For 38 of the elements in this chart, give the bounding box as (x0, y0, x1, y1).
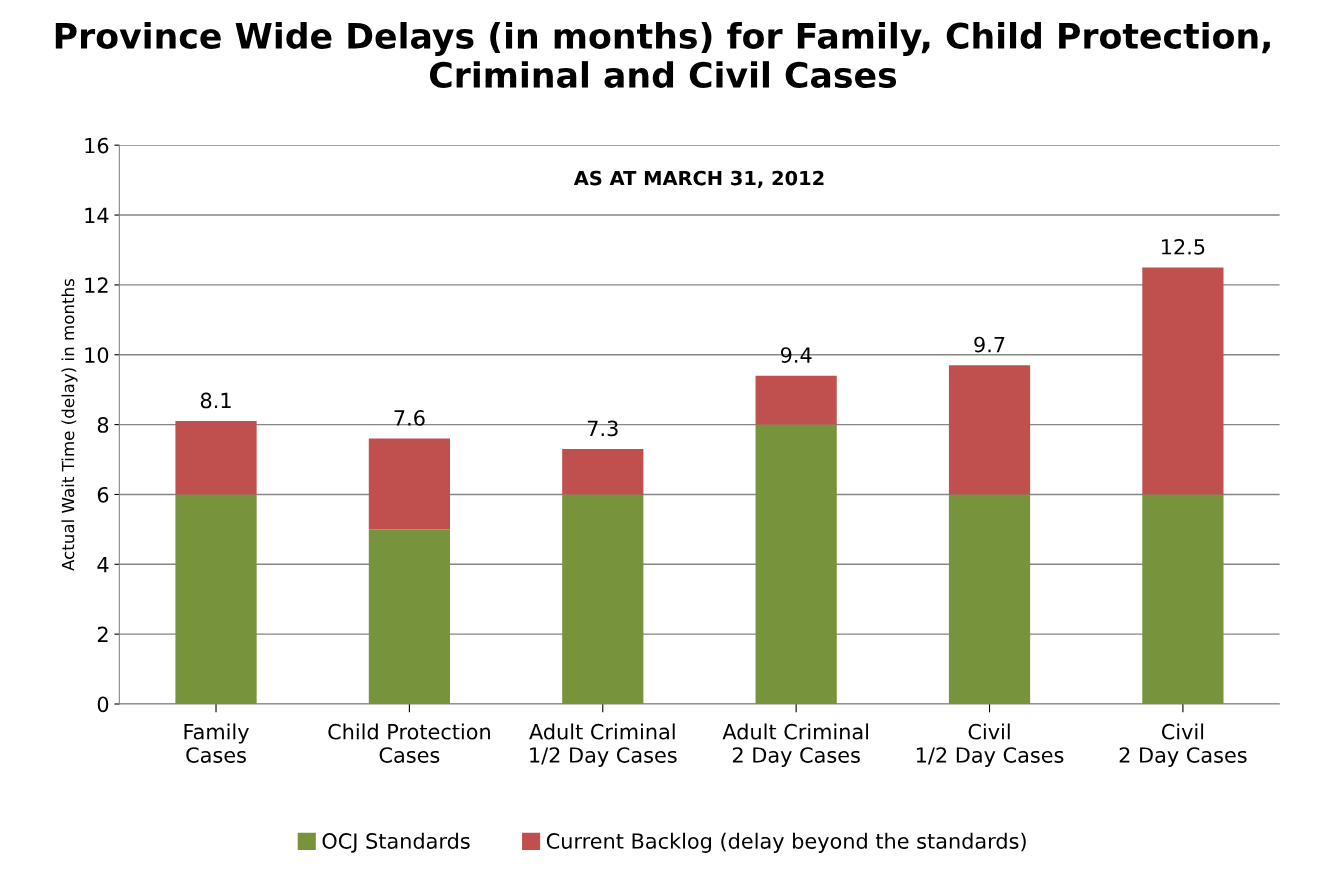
x-tick-label: Civil 1/2 Day Cases (916, 723, 1064, 767)
y-tick-label: 8 (97, 417, 109, 433)
annotation: AS AT MARCH 31, 2012 (573, 170, 824, 188)
bar (755, 375, 837, 425)
total-label: 9.4 (780, 347, 812, 363)
y-tick-label: 10 (85, 347, 109, 363)
legend-label: OCJ Standards (322, 832, 470, 853)
chart-title: Province Wide Delays (in months) for Family, Child Protection, Criminal and Civil Cases (55, 22, 1270, 89)
bar (948, 365, 1031, 495)
total-label: 7.6 (394, 410, 425, 426)
y-tick-label: 0 (97, 696, 109, 713)
bar (562, 494, 644, 704)
x-tick-label: Adult Criminal 2 Day Cases (722, 723, 869, 767)
y-axis-title: Actual Wait Time (delay) in months (61, 279, 78, 571)
bar (755, 424, 837, 704)
bar (175, 421, 257, 495)
bar (368, 529, 451, 704)
y-tick-label: 6 (97, 486, 109, 503)
y-tick-label: 4 (97, 557, 109, 573)
total-label: 7.3 (587, 420, 618, 437)
legend-label: Current Backlog (delay beyond the standards) (546, 832, 1026, 853)
y-tick-label: 12 (85, 277, 108, 293)
y-tick-label: 16 (85, 137, 109, 154)
x-tick-label: Civil 2 Day Cases (1119, 723, 1247, 767)
y-tick-label: 14 (85, 207, 109, 223)
y-tick-label: 2 (97, 626, 108, 643)
total-label: 12.5 (1162, 238, 1205, 255)
total-label: 9.7 (974, 336, 1005, 353)
x-tick-label: Adult Criminal 1/2 Day Cases (529, 723, 677, 767)
bar (562, 449, 644, 495)
bar (1142, 494, 1224, 704)
bar (175, 494, 257, 704)
x-tick-label: Family Cases (184, 723, 249, 763)
total-label: 8.1 (200, 392, 231, 409)
bar (368, 438, 451, 530)
bar (948, 494, 1031, 704)
bar (1142, 267, 1224, 495)
x-tick-label: Child Protection Cases (328, 723, 490, 763)
